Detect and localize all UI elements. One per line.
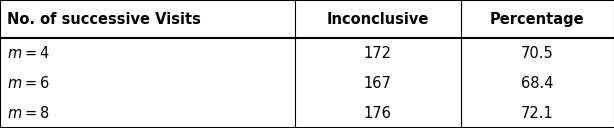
Text: 176: 176 [363, 106, 392, 121]
Text: No. of successive Visits: No. of successive Visits [7, 12, 201, 27]
Text: 172: 172 [363, 46, 392, 61]
Text: $m = 6$: $m = 6$ [7, 75, 50, 91]
Text: 70.5: 70.5 [521, 46, 554, 61]
Text: Percentage: Percentage [490, 12, 585, 27]
Text: Inconclusive: Inconclusive [327, 12, 429, 27]
Text: $m = 4$: $m = 4$ [7, 45, 50, 61]
Text: 167: 167 [363, 76, 392, 91]
Text: 68.4: 68.4 [521, 76, 553, 91]
Text: $m = 8$: $m = 8$ [7, 105, 50, 121]
Text: 72.1: 72.1 [521, 106, 554, 121]
